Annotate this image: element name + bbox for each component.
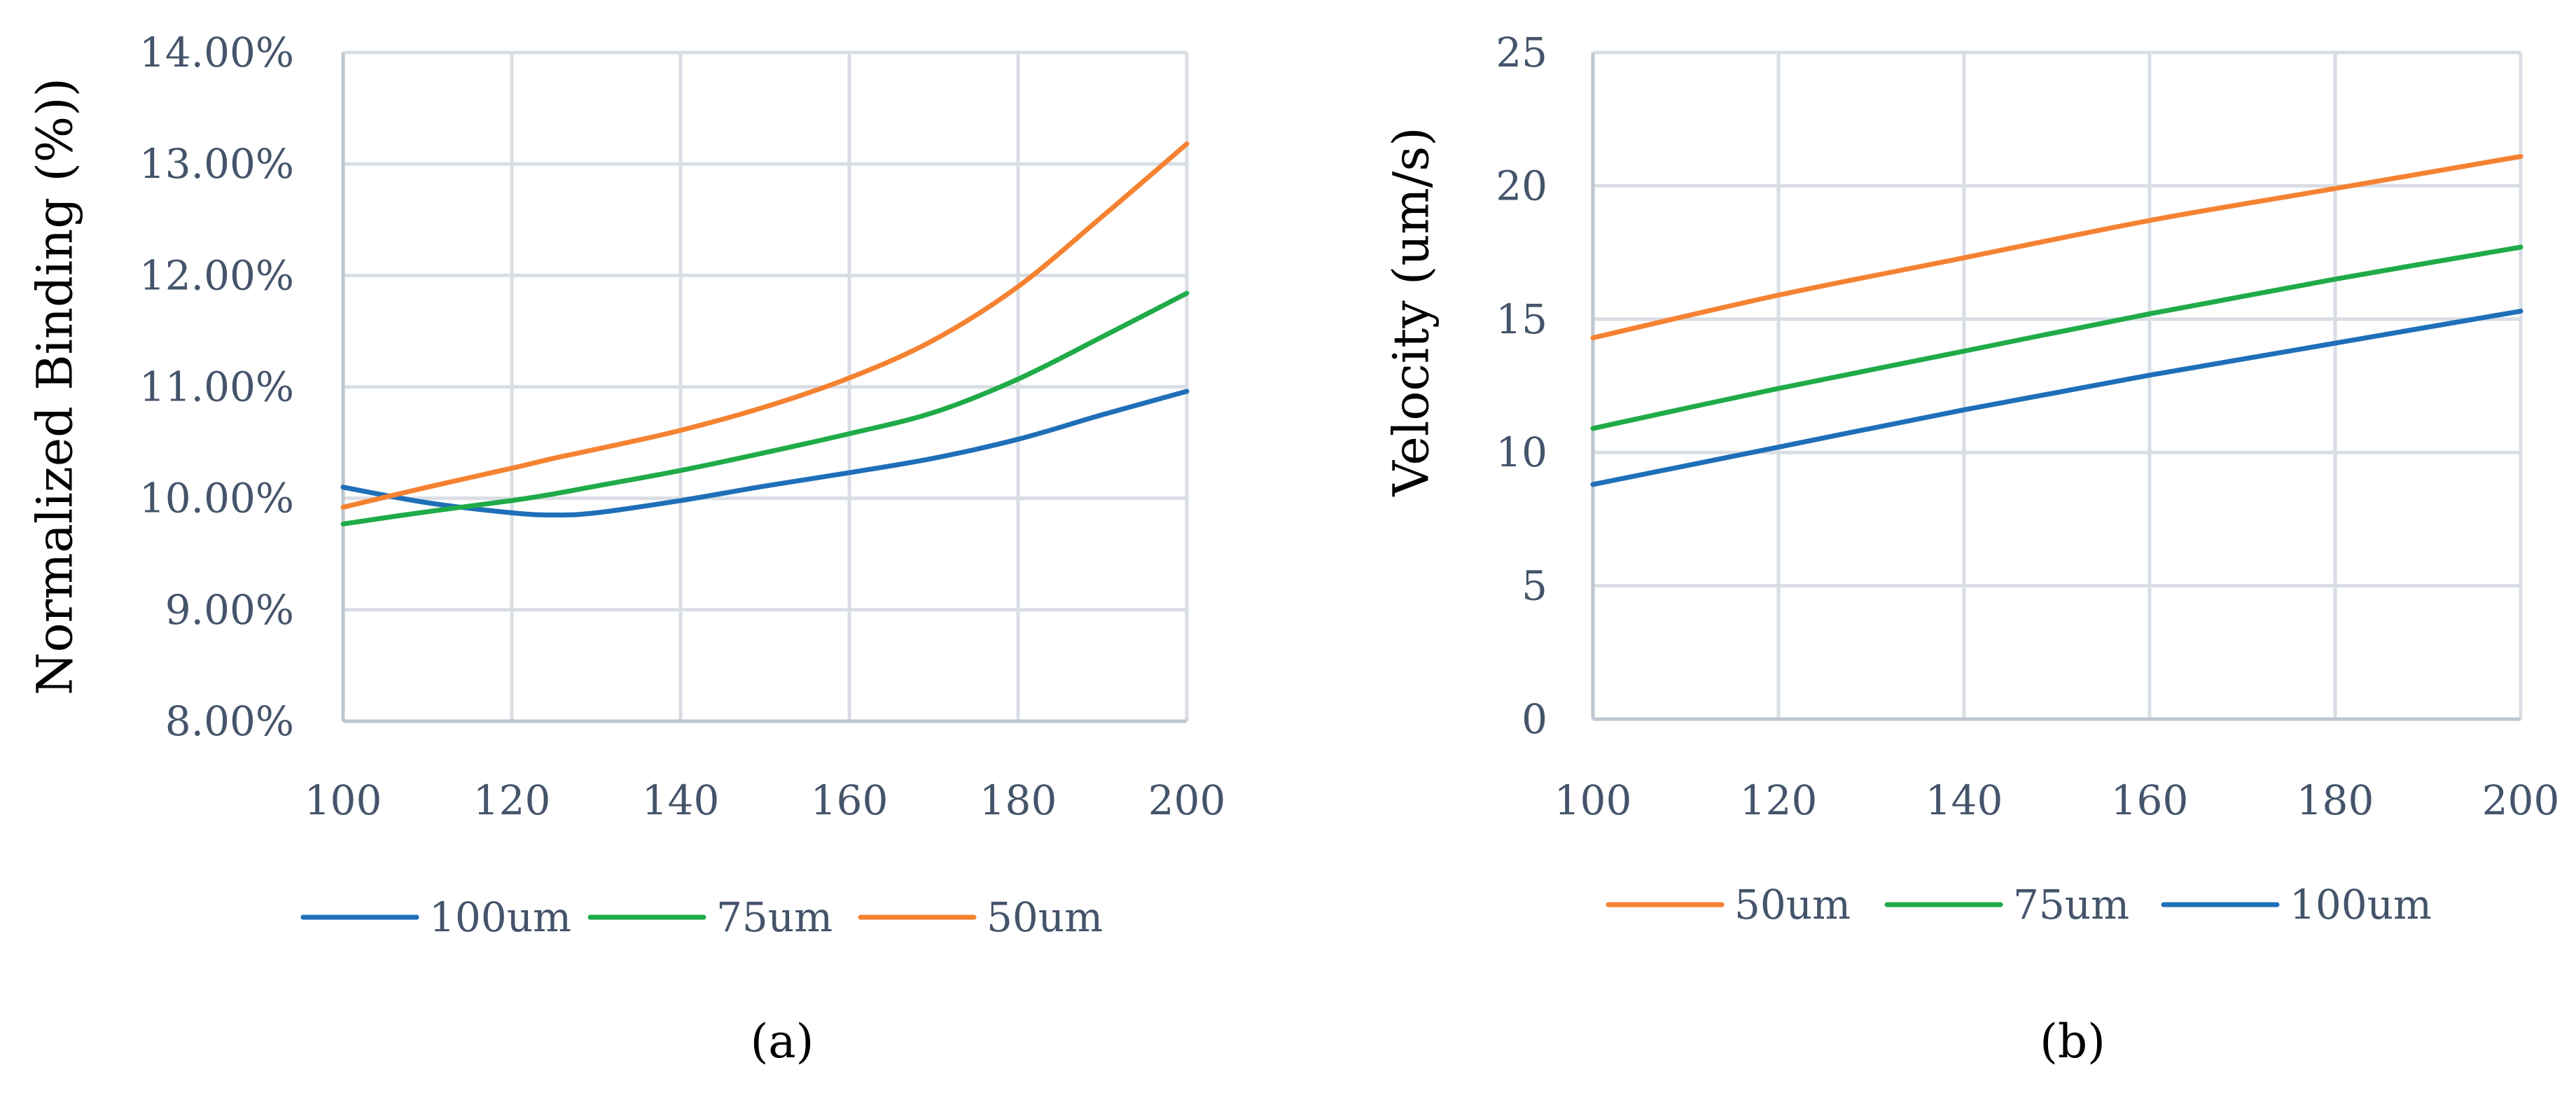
legend-item: 100um (300, 893, 571, 941)
series-group (340, 141, 1190, 527)
legend: 50um 75um 100um (1606, 881, 2432, 928)
series-line-75um (340, 291, 1190, 527)
legend-label: 50um (987, 893, 1103, 941)
x-tick-label: 100 (1554, 777, 1632, 824)
legend-label: 75um (716, 893, 833, 941)
y-tick-label: 13.00% (139, 140, 294, 188)
legend-item: 100um (2161, 881, 2432, 928)
x-tick-label: 120 (1740, 777, 1818, 824)
legend-label: 100um (429, 893, 571, 941)
series-line-100um (1590, 308, 2523, 487)
x-tick-label: 140 (1926, 777, 2003, 824)
series-group (1590, 154, 2523, 487)
x-tick-label: 180 (980, 777, 1057, 824)
chart-caption: (b) (2040, 1015, 2105, 1068)
series-line-50um (340, 141, 1190, 510)
chart-caption: (a) (751, 1015, 814, 1068)
x-tick-label: 160 (811, 777, 889, 824)
gridlines (1593, 50, 2523, 719)
legend-item: 50um (1606, 881, 1851, 928)
y-tick-label: 15 (1496, 295, 1547, 343)
x-tick-label: 100 (305, 777, 382, 824)
x-tick-label: 200 (2482, 777, 2560, 824)
gridlines (343, 50, 1189, 721)
series-line-100um (340, 389, 1190, 518)
y-tick-label: 10 (1496, 429, 1547, 476)
x-tick-label: 180 (2297, 777, 2374, 824)
y-tick-label: 8.00% (165, 697, 294, 745)
legend-item: 75um (587, 893, 833, 941)
chart-a: 8.00% 9.00% 10.00% 11.00% 12.00% 13.00% 14.00%… (27, 29, 1226, 1068)
x-tick-label: 120 (473, 777, 551, 824)
y-tick-label: 20 (1496, 162, 1547, 209)
x-tick-label: 200 (1148, 777, 1226, 824)
series-line-50um (1590, 154, 2523, 340)
series-line-75um (1590, 244, 2523, 431)
legend-label: 50um (1734, 881, 1851, 928)
y-tick-label: 14.00% (139, 29, 294, 76)
y-tick-label: 11.00% (139, 363, 294, 411)
legend-item: 75um (1884, 881, 2129, 928)
y-tick-label: 12.00% (139, 251, 294, 299)
y-tick-label: 25 (1496, 29, 1547, 76)
x-tick-label: 160 (2111, 777, 2189, 824)
legend-item: 50um (858, 893, 1103, 941)
x-tick-label: 140 (642, 777, 720, 824)
legend-label: 75um (2013, 881, 2129, 928)
y-tick-label: 5 (1522, 562, 1547, 610)
chart-b: 0 5 10 15 20 25 100 120 140 160 180 200 Velocity (um… (1383, 29, 2560, 1068)
legend: 100um 75um 50um (300, 893, 1103, 941)
y-axis-title: Normalized Binding (%)) (27, 78, 84, 695)
y-axis-title: Velocity (um/s) (1383, 127, 1440, 496)
y-tick-label: 0 (1522, 695, 1547, 743)
legend-label: 100um (2290, 881, 2432, 928)
y-tick-label: 9.00% (165, 586, 294, 634)
y-tick-label: 10.00% (139, 475, 294, 522)
